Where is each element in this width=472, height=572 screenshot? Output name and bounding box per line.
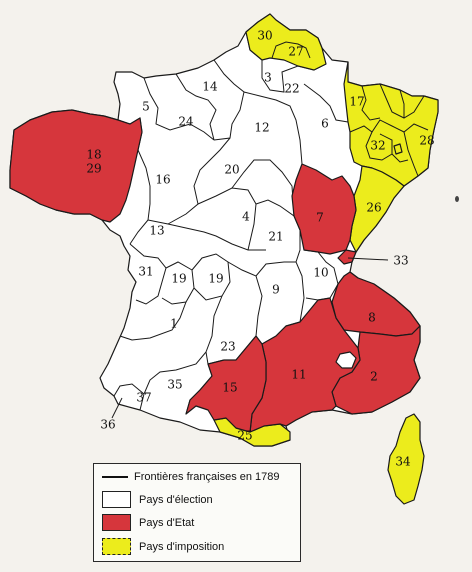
border-line-icon (102, 476, 128, 478)
label-26: 26 (366, 201, 381, 215)
boundary-19b (191, 253, 231, 301)
label-30: 30 (257, 29, 272, 43)
boundary-37 (113, 383, 145, 397)
label-13: 13 (149, 224, 164, 238)
label-25: 25 (237, 429, 252, 443)
label-21: 21 (268, 230, 283, 244)
region-7 (291, 163, 357, 255)
label-9: 9 (272, 283, 280, 297)
label-31: 31 (138, 265, 153, 279)
label-2: 2 (370, 370, 378, 384)
boundary-13-4 (147, 219, 266, 251)
label-7: 7 (316, 211, 324, 225)
label-33: 33 (393, 254, 408, 268)
label-19b: 19 (208, 272, 223, 286)
leader-line-33 (347, 257, 389, 261)
legend-imposition-label: Pays d'imposition (139, 540, 225, 553)
legend-election-label: Pays d'élection (139, 493, 213, 506)
boundary-16-20 (167, 137, 231, 225)
boundary-17b (379, 83, 425, 119)
boundary-9-north (227, 261, 296, 277)
label-36: 36 (100, 418, 115, 432)
legend-row-etat: Pays d'Etat (102, 514, 194, 531)
label-10: 10 (313, 266, 328, 280)
legend-row-imposition: Pays d'imposition (102, 538, 224, 555)
region-8 (331, 271, 421, 337)
label-1: 1 (170, 317, 178, 331)
boundary-17a (361, 85, 381, 121)
boundary-16-west (129, 149, 151, 245)
legend: Frontières françaises en 1789 Pays d'éle… (93, 463, 301, 562)
imposition-swatch-icon (102, 538, 131, 555)
region-34 (387, 413, 425, 505)
boundary-20-4 (197, 187, 257, 251)
label-35: 35 (167, 378, 182, 392)
label-15: 15 (222, 381, 237, 395)
speck (455, 196, 459, 202)
label-3: 3 (264, 71, 272, 85)
label-11: 11 (291, 368, 306, 382)
label-16: 16 (155, 173, 170, 187)
label-27: 27 (288, 45, 303, 59)
enclave-avignon (335, 351, 357, 369)
label-19a: 19 (171, 272, 186, 286)
region-18-29 (9, 109, 143, 223)
legend-row-border: Frontières françaises en 1789 (102, 471, 280, 483)
boundary-12-6 (243, 91, 303, 165)
label-12: 12 (254, 121, 269, 135)
boundary-32-28 (391, 153, 409, 163)
label-5: 5 (142, 100, 150, 114)
label-28: 28 (419, 134, 434, 148)
legend-etat-label: Pays d'Etat (139, 516, 195, 529)
boundary-17c (399, 89, 405, 118)
label-34: 34 (395, 455, 411, 469)
label-18-29-top: 18 (86, 148, 101, 162)
label-24: 24 (178, 115, 194, 129)
enclave-32 (393, 143, 403, 155)
boundary-28 (403, 131, 419, 177)
label-20: 20 (224, 163, 239, 177)
boundary-1-north (119, 301, 187, 341)
label-23: 23 (220, 340, 235, 354)
label-4: 4 (242, 210, 250, 224)
legend-row-election: Pays d'élection (102, 491, 213, 508)
boundary-5-24 (143, 77, 215, 141)
label-37: 37 (136, 391, 151, 405)
boundary-20-12 (231, 159, 295, 217)
region-33 (337, 249, 357, 265)
label-32: 32 (370, 139, 385, 153)
region-15 (185, 335, 267, 433)
boundary-32-north (349, 119, 429, 133)
legend-border-label: Frontières françaises en 1789 (134, 471, 280, 483)
boundary-31 (129, 243, 167, 305)
label-22: 22 (284, 82, 299, 96)
boundary-30-27 (271, 41, 311, 59)
label-14: 14 (202, 80, 218, 94)
boundary-22-6 (303, 83, 349, 123)
label-8: 8 (368, 311, 376, 325)
etat-swatch-icon (102, 514, 131, 531)
label-18-29-bottom: 29 (86, 162, 101, 176)
label-6: 6 (321, 117, 329, 131)
label-17: 17 (349, 95, 364, 109)
boundary-14-12 (213, 59, 245, 141)
boundary-32 (365, 131, 393, 161)
leader-line-36 (111, 397, 123, 419)
boundary-14-24 (175, 73, 217, 141)
election-swatch-icon (102, 491, 131, 508)
